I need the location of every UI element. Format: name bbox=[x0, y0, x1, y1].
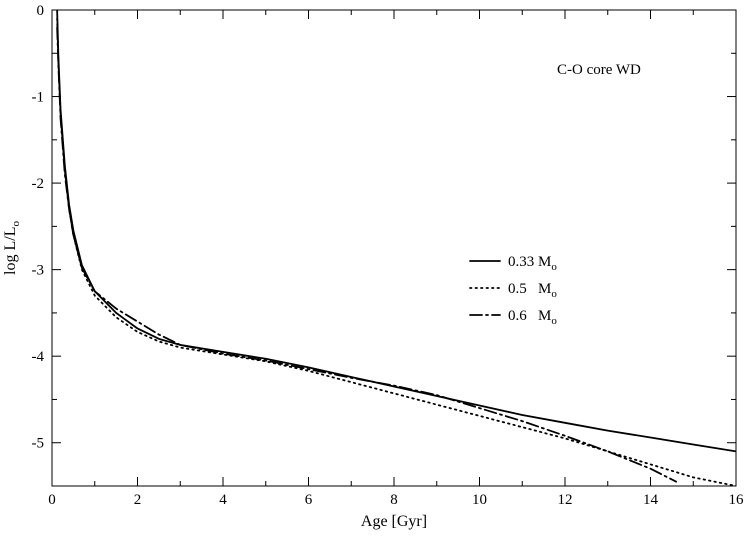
annotation-label: C-O core WD bbox=[557, 62, 641, 78]
legend-label-sub: o bbox=[551, 261, 557, 273]
y-tick-label: -4 bbox=[32, 349, 45, 365]
y-axis-title-main: log L/L bbox=[2, 227, 19, 275]
x-tick-label: 14 bbox=[643, 492, 659, 508]
x-axis-title: Age [Gyr] bbox=[361, 513, 427, 530]
y-axis-title: log L/Lo bbox=[2, 221, 22, 275]
legend-label-3: 0.6 Mo bbox=[508, 308, 557, 327]
y-tick-label: -2 bbox=[32, 176, 45, 192]
legend-label-main: 0.6 M bbox=[508, 308, 551, 324]
legend-label-sub: o bbox=[551, 288, 557, 300]
x-tick-label: 6 bbox=[305, 492, 313, 508]
x-tick-label: 12 bbox=[558, 492, 573, 508]
legend: 0.33 Mo0.5 Mo0.6 Mo bbox=[469, 254, 557, 327]
x-tick-label: 0 bbox=[48, 492, 56, 508]
x-tick-label: 10 bbox=[472, 492, 487, 508]
x-tick-label: 16 bbox=[729, 492, 745, 508]
plot-frame bbox=[51, 9, 737, 487]
y-tick-label: -3 bbox=[32, 263, 45, 279]
series-line-2 bbox=[56, 17, 736, 486]
y-tick-label: 0 bbox=[37, 3, 45, 19]
x-tick-label: 2 bbox=[134, 492, 142, 508]
x-tick-label: 8 bbox=[390, 492, 398, 508]
legend-label-sub: o bbox=[551, 315, 557, 327]
legend-label-main: 0.5 M bbox=[508, 281, 551, 297]
axis-ticks bbox=[51, 9, 737, 486]
axis-tick-labels: 0 2 4 6 8 10 12 14 16 0 -1 -2 -3 -4 -5 bbox=[32, 3, 745, 508]
x-tick-label: 4 bbox=[219, 492, 227, 508]
series-line-3 bbox=[56, 26, 678, 483]
y-axis-title-sub: o bbox=[10, 221, 22, 227]
y-tick-label: -5 bbox=[32, 436, 45, 452]
series-lines bbox=[56, 10, 736, 486]
legend-label-2: 0.5 Mo bbox=[508, 281, 557, 300]
legend-label-main: 0.33 M bbox=[508, 254, 551, 270]
y-tick-label: -1 bbox=[32, 90, 45, 106]
legend-label-1: 0.33 Mo bbox=[508, 254, 557, 273]
